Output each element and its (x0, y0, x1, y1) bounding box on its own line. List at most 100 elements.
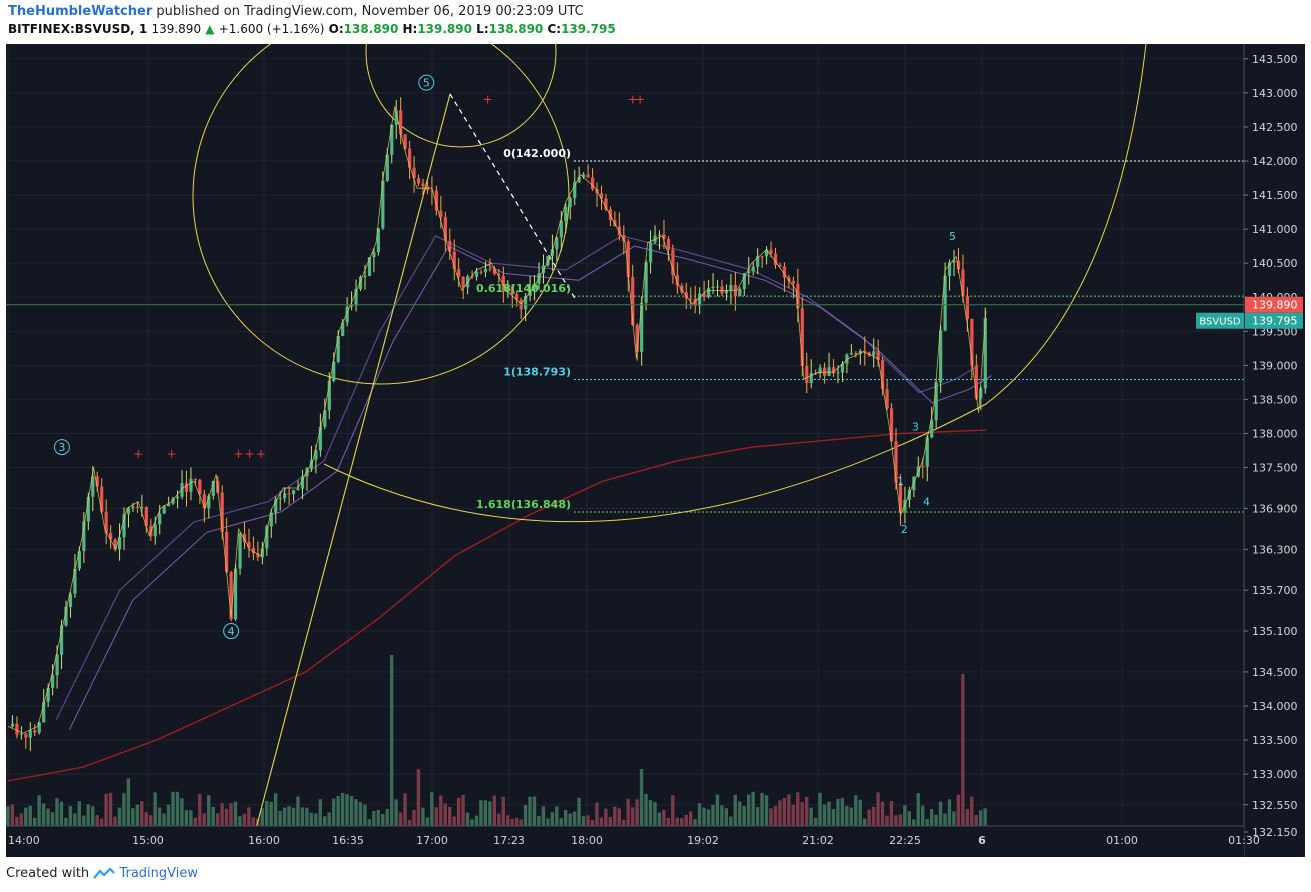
candle-body (390, 124, 394, 155)
price-axis[interactable]: 143.500 143.000 142.500 142.000 141.500 141.0… (1196, 44, 1305, 857)
volume-bar (827, 801, 831, 826)
author-link[interactable]: TheHumbleWatcher (8, 4, 153, 19)
tradingview-link[interactable]: TradingView (119, 866, 198, 881)
volume-bar (961, 674, 965, 826)
signal-plus-marker: + (628, 93, 638, 107)
candle-body (582, 174, 586, 177)
signal-plus-marker: + (167, 447, 177, 461)
time-axis[interactable]: 14:00 15:00 16:00 16:35 17:00 17:23 18:00 19:02… (6, 825, 1260, 857)
volume-bar (207, 795, 211, 826)
price-tick-label: 143.000 (1252, 87, 1298, 100)
annotations: 0(142.000) 0.618(140.016) 1(138.793) 1.618(… (6, 74, 1244, 640)
volume-bar (215, 813, 220, 826)
time-tick-label: 22:25 (889, 834, 921, 847)
candle-body (644, 262, 648, 303)
volume-bar (938, 801, 943, 826)
price-tick-label: 143.500 (1252, 53, 1298, 66)
candle-body (515, 294, 519, 300)
volume-bar (742, 806, 746, 826)
candle-body (327, 380, 331, 411)
volume-bar (782, 797, 787, 826)
candle-body (930, 420, 934, 438)
wave-label: 1 (897, 475, 904, 488)
volume-bar (644, 793, 648, 826)
footer: Created with TradingView (6, 866, 198, 881)
candle-body (573, 181, 577, 199)
time-tick-label: 17:23 (493, 834, 525, 847)
volume-bar (563, 810, 568, 826)
volume-bar (73, 813, 77, 826)
candle-body (73, 568, 77, 594)
volume-bar (166, 804, 171, 826)
volume-bar (952, 811, 956, 826)
candle-body (336, 336, 340, 362)
candle-body (28, 730, 32, 738)
candle-body (599, 193, 604, 199)
candle-body (385, 154, 389, 181)
volume-bar (791, 804, 795, 826)
moving-averages (7, 235, 992, 782)
volume-bar (363, 804, 367, 826)
symbol-tag (1196, 312, 1244, 329)
volume-bar (680, 818, 684, 826)
candle-body (501, 275, 505, 291)
volume-bar (381, 813, 385, 826)
candle-body (863, 350, 867, 353)
candle-body (256, 553, 260, 558)
candle-body (354, 289, 358, 306)
candle-body (921, 466, 925, 468)
candle-body (175, 496, 180, 499)
trend-line (253, 93, 451, 837)
volume-bar (287, 806, 291, 826)
volume-bar (778, 800, 782, 826)
volume-bar (55, 798, 59, 826)
candle-body (903, 500, 907, 512)
volume-bar (479, 800, 483, 826)
volume-bar (983, 808, 987, 826)
price-tick-label: 140.500 (1252, 257, 1298, 270)
candle-body (711, 287, 715, 289)
price-chart[interactable]: 0(142.000) 0.618(140.016) 1(138.793) 1.618(… (6, 44, 1305, 857)
volume-bar (925, 819, 929, 826)
volume-bar (19, 813, 23, 826)
candle-body (791, 280, 795, 284)
volume-bar (666, 817, 671, 826)
candle-body (532, 283, 537, 290)
candle-body (296, 488, 300, 491)
time-tick-label: 14:00 (8, 834, 40, 847)
volume-bar (523, 804, 528, 826)
volume-bar (461, 794, 465, 826)
wave-label: 5 (423, 77, 430, 90)
volume-bar (376, 809, 380, 826)
candle-body (680, 285, 684, 293)
volume-bar (135, 804, 140, 826)
candle-body (831, 367, 836, 374)
candle-body (91, 476, 95, 497)
candle-body (742, 273, 746, 289)
price-tick-label: 133.500 (1252, 734, 1298, 747)
candle-body (443, 216, 447, 241)
candle-body (350, 305, 354, 307)
candle-body (300, 476, 305, 489)
price-tick-label: 133.000 (1252, 768, 1298, 781)
candle-body (492, 268, 496, 274)
candle-body (934, 382, 938, 421)
volume-bar (412, 809, 416, 826)
candle-body (278, 498, 282, 500)
volume-bar (336, 795, 340, 826)
candle-body (82, 521, 86, 552)
candle-body (849, 353, 853, 355)
candle-body (577, 176, 581, 182)
candle-body (943, 275, 947, 331)
volume-bar (447, 806, 452, 826)
candle-body (881, 359, 885, 390)
volume-bar (327, 812, 331, 826)
volume-bar (251, 817, 256, 826)
candle-body (715, 286, 720, 288)
candle-body (858, 350, 862, 354)
candle-body (693, 298, 697, 306)
candle-body (965, 296, 970, 319)
volume-bar (599, 817, 604, 826)
candle-body (626, 241, 630, 278)
candle-body (872, 351, 876, 356)
